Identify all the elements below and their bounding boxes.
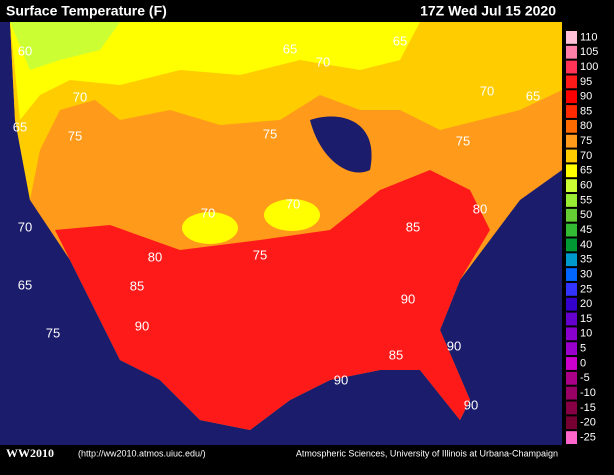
title: Surface Temperature (F) bbox=[6, 3, 167, 19]
legend-swatch bbox=[566, 149, 577, 163]
legend-label: 90 bbox=[580, 91, 592, 103]
contour-label: 70 bbox=[73, 89, 87, 104]
legend-label: 20 bbox=[580, 298, 592, 310]
contour-label: 75 bbox=[253, 247, 267, 262]
region-65 bbox=[10, 22, 420, 120]
contour-label: 70 bbox=[316, 54, 330, 69]
contour-label: 70 bbox=[480, 83, 494, 98]
legend-label: 35 bbox=[580, 254, 592, 266]
legend-label: -25 bbox=[580, 431, 596, 443]
legend-label: -15 bbox=[580, 402, 596, 414]
legend-swatch bbox=[566, 119, 577, 133]
legend-swatch bbox=[566, 386, 577, 400]
contour-label: 70 bbox=[18, 219, 32, 234]
contour-label: 75 bbox=[46, 325, 60, 340]
legend-label: 10 bbox=[580, 328, 592, 340]
legend-label: 45 bbox=[580, 224, 592, 236]
legend-swatch bbox=[566, 90, 577, 104]
legend-swatch bbox=[566, 238, 577, 252]
region-60 bbox=[10, 22, 120, 70]
contour-label: 65 bbox=[18, 277, 32, 292]
legend-swatch bbox=[566, 371, 577, 385]
legend-swatch bbox=[566, 134, 577, 148]
legend-swatch bbox=[566, 223, 577, 237]
legend-label: 55 bbox=[580, 194, 592, 206]
timestamp: 17Z Wed Jul 15 2020 bbox=[420, 3, 556, 19]
legend-label: 60 bbox=[580, 180, 592, 192]
contour-label: 70 bbox=[286, 196, 300, 211]
contour-label: 65 bbox=[526, 88, 540, 103]
legend-swatch bbox=[566, 164, 577, 178]
contour-label: 80 bbox=[473, 201, 487, 216]
legend-swatch bbox=[566, 75, 577, 89]
legend-label: 75 bbox=[580, 135, 592, 147]
legend-label: 5 bbox=[580, 343, 586, 355]
legend-label: -20 bbox=[580, 417, 596, 429]
legend-swatch bbox=[566, 297, 577, 311]
contour-label: 65 bbox=[393, 33, 407, 48]
legend-label: 95 bbox=[580, 76, 592, 88]
legend-label: 70 bbox=[580, 150, 592, 162]
legend-swatch bbox=[566, 431, 577, 444]
footer-brand: WW2010 bbox=[6, 446, 54, 460]
legend-swatch bbox=[566, 416, 577, 430]
contour-label: 90 bbox=[135, 318, 149, 333]
legend-label: 0 bbox=[580, 357, 586, 369]
legend-label: 40 bbox=[580, 239, 592, 251]
legend-label: 30 bbox=[580, 268, 592, 280]
legend-swatch bbox=[566, 253, 577, 267]
region-70-pocket bbox=[264, 199, 320, 231]
legend-label: 15 bbox=[580, 313, 592, 325]
region-85 bbox=[55, 170, 490, 430]
contour-label: 75 bbox=[68, 128, 82, 143]
contour-label: 75 bbox=[263, 126, 277, 141]
legend-swatch bbox=[566, 208, 577, 222]
contour-label: 80 bbox=[148, 249, 162, 264]
legend-label: 50 bbox=[580, 209, 592, 221]
legend-swatch bbox=[566, 60, 577, 74]
footer-credit: Atmospheric Sciences, University of Illi… bbox=[296, 448, 558, 458]
contour-label: 90 bbox=[401, 291, 415, 306]
legend-label: 100 bbox=[580, 61, 598, 73]
legend-label: 110 bbox=[580, 31, 598, 43]
contour-label: 70 bbox=[201, 205, 215, 220]
region-70-pocket bbox=[182, 212, 238, 244]
legend-label: 65 bbox=[580, 165, 592, 177]
legend-swatch bbox=[566, 31, 577, 44]
contour-label: 90 bbox=[447, 338, 461, 353]
contour-label: 85 bbox=[406, 219, 420, 234]
legend-swatch bbox=[566, 179, 577, 193]
contour-label: 85 bbox=[130, 278, 144, 293]
legend-label: -10 bbox=[580, 387, 596, 399]
legend-swatch bbox=[566, 342, 577, 356]
contour-label: 75 bbox=[456, 133, 470, 148]
legend-swatch bbox=[566, 357, 577, 370]
legend-swatch bbox=[566, 105, 577, 118]
legend-label: -5 bbox=[580, 372, 590, 384]
legend-label: 105 bbox=[580, 46, 598, 58]
legend-swatch bbox=[566, 282, 577, 296]
contour-label: 60 bbox=[18, 43, 32, 58]
contour-label: 90 bbox=[334, 372, 348, 387]
contour-label: 90 bbox=[464, 397, 478, 412]
legend-label: 85 bbox=[580, 105, 592, 117]
legend-swatch bbox=[566, 45, 577, 59]
legend-swatch bbox=[566, 327, 577, 341]
great-lakes bbox=[310, 116, 372, 173]
legend-swatch bbox=[566, 268, 577, 281]
legend-swatch bbox=[566, 194, 577, 207]
legend-swatch bbox=[566, 401, 577, 415]
legend-swatch bbox=[566, 312, 577, 326]
legend-label: 25 bbox=[580, 283, 592, 295]
footer-url: (http://ww2010.atmos.uiuc.edu/) bbox=[78, 448, 206, 458]
contour-label: 65 bbox=[13, 119, 27, 134]
contour-label: 85 bbox=[389, 347, 403, 362]
legend-label: 80 bbox=[580, 120, 592, 132]
contour-label: 65 bbox=[283, 41, 297, 56]
